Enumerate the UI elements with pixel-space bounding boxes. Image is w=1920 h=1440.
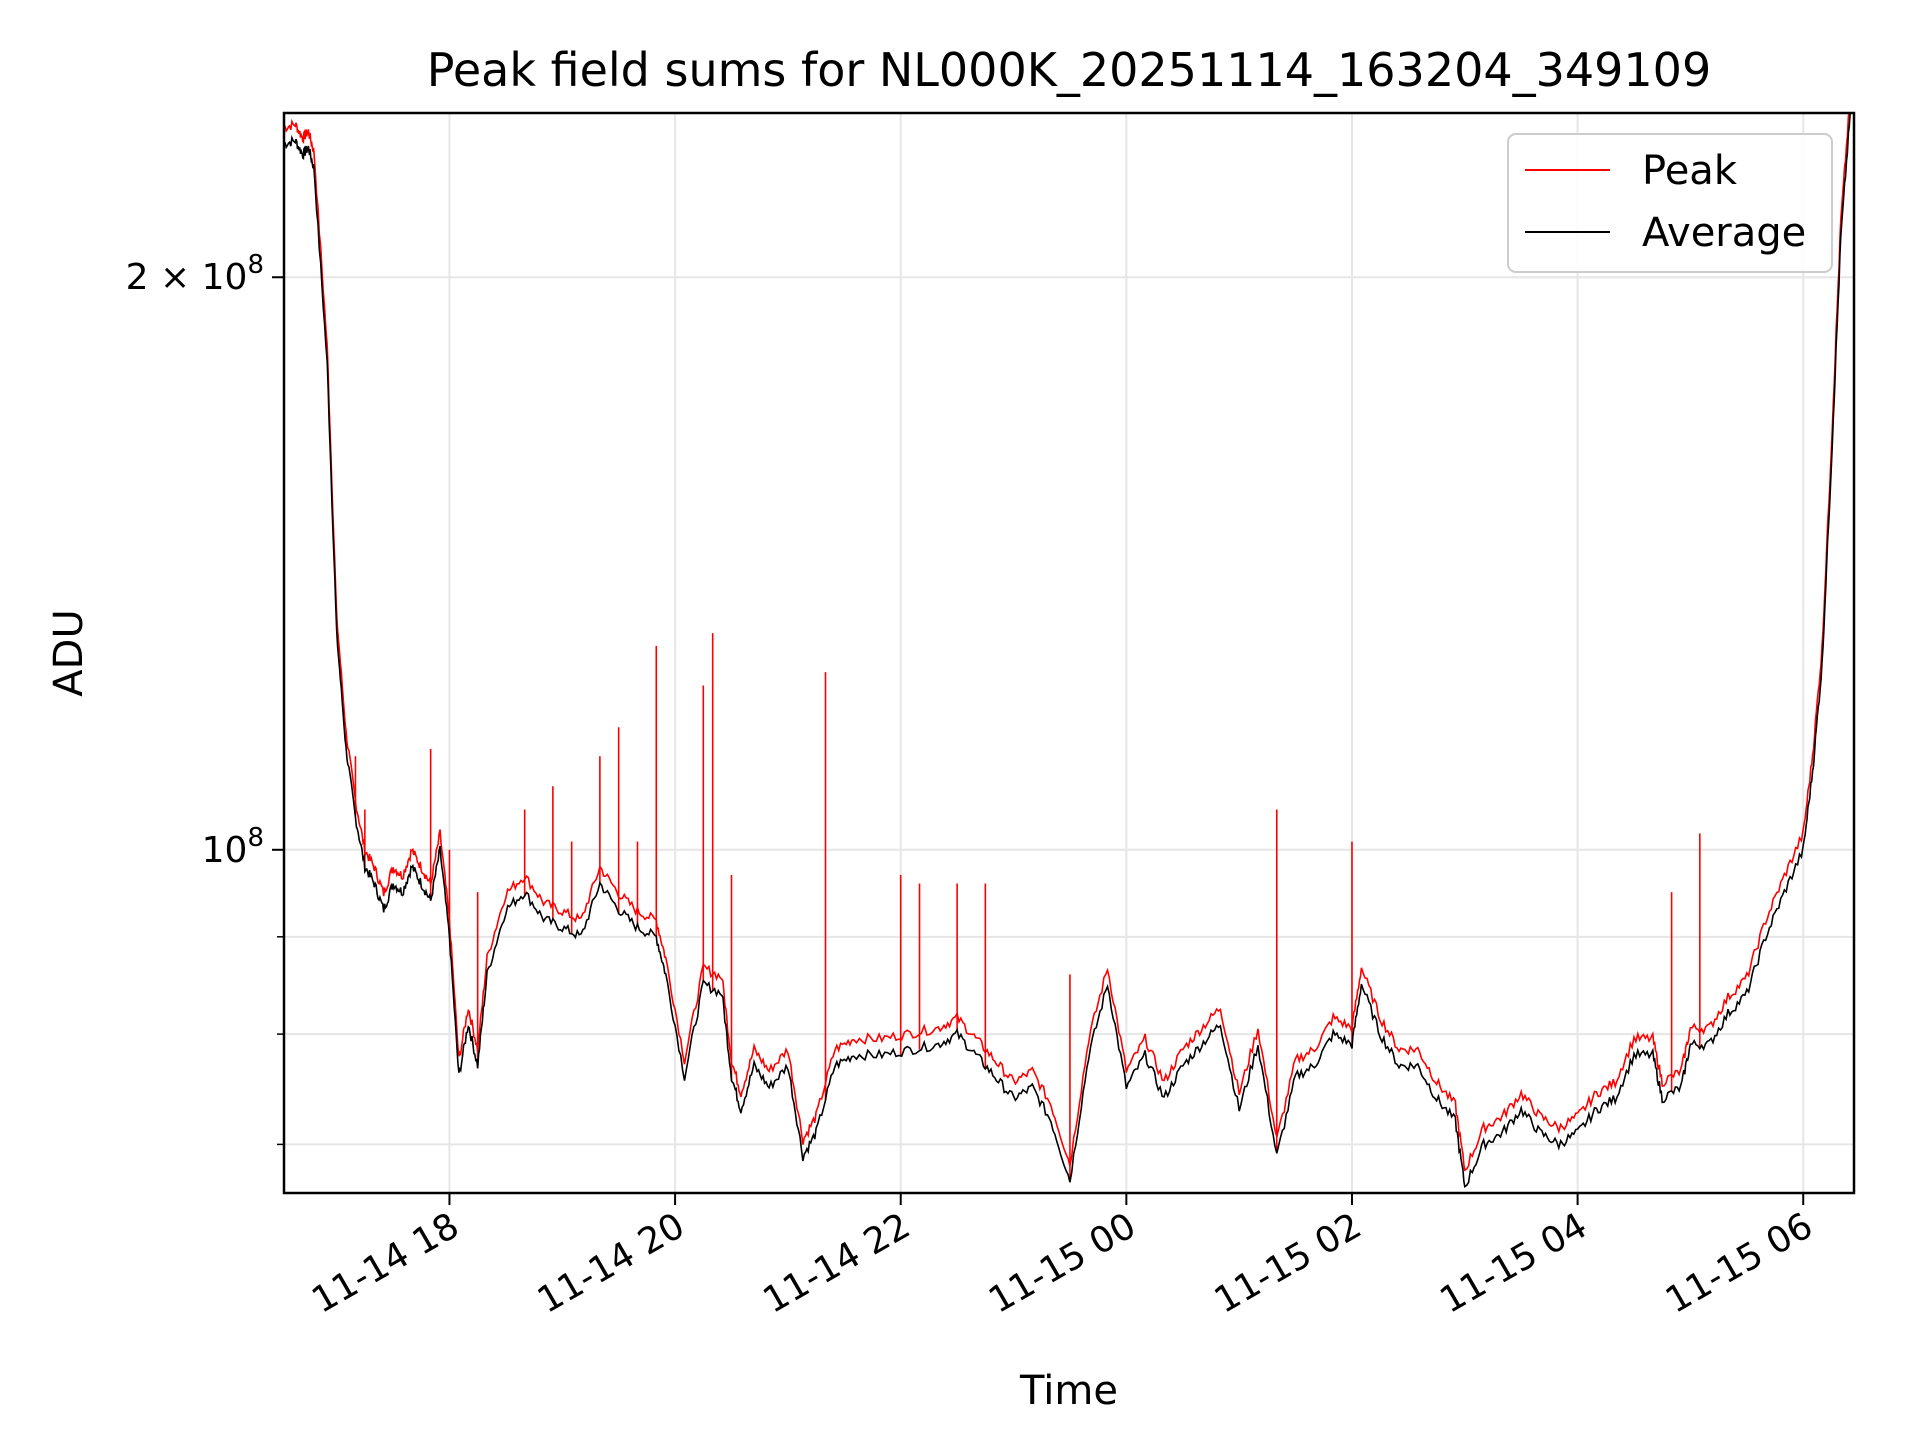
x-tick-label: 11-15 02 (1208, 1205, 1369, 1321)
series-layer (284, 113, 1851, 1188)
peak-series-line (284, 113, 1850, 1172)
y-tick-label: 2 × 108 (126, 250, 264, 298)
legend-peak-label: Peak (1642, 148, 1738, 194)
chart-title: Peak field sums for NL000K_20251114_1632… (427, 43, 1711, 97)
plot-frame (282, 111, 1856, 1195)
legend-box (1507, 133, 1833, 273)
x-tick-label: 11-15 00 (982, 1205, 1143, 1321)
grid (284, 113, 1854, 1193)
y-tick-label: 108 (202, 823, 264, 871)
x-tick-label: 11-14 20 (531, 1205, 692, 1321)
x-axis-label: Time (1019, 1368, 1118, 1414)
x-tick-label: 11-15 04 (1433, 1205, 1594, 1321)
ticks: 11-14 18 11-14 20 11-14 22 11-15 00 11-15 02… (126, 250, 1820, 1321)
x-tick-label: 11-14 18 (305, 1205, 466, 1321)
average-series-line (284, 113, 1851, 1188)
y-axis-label: ADU (46, 609, 92, 696)
legend: Peak Average (1507, 133, 1833, 273)
legend-average-label: Average (1642, 210, 1806, 256)
x-tick-label: 11-15 06 (1659, 1205, 1820, 1321)
x-tick-label: 11-14 22 (757, 1205, 918, 1321)
